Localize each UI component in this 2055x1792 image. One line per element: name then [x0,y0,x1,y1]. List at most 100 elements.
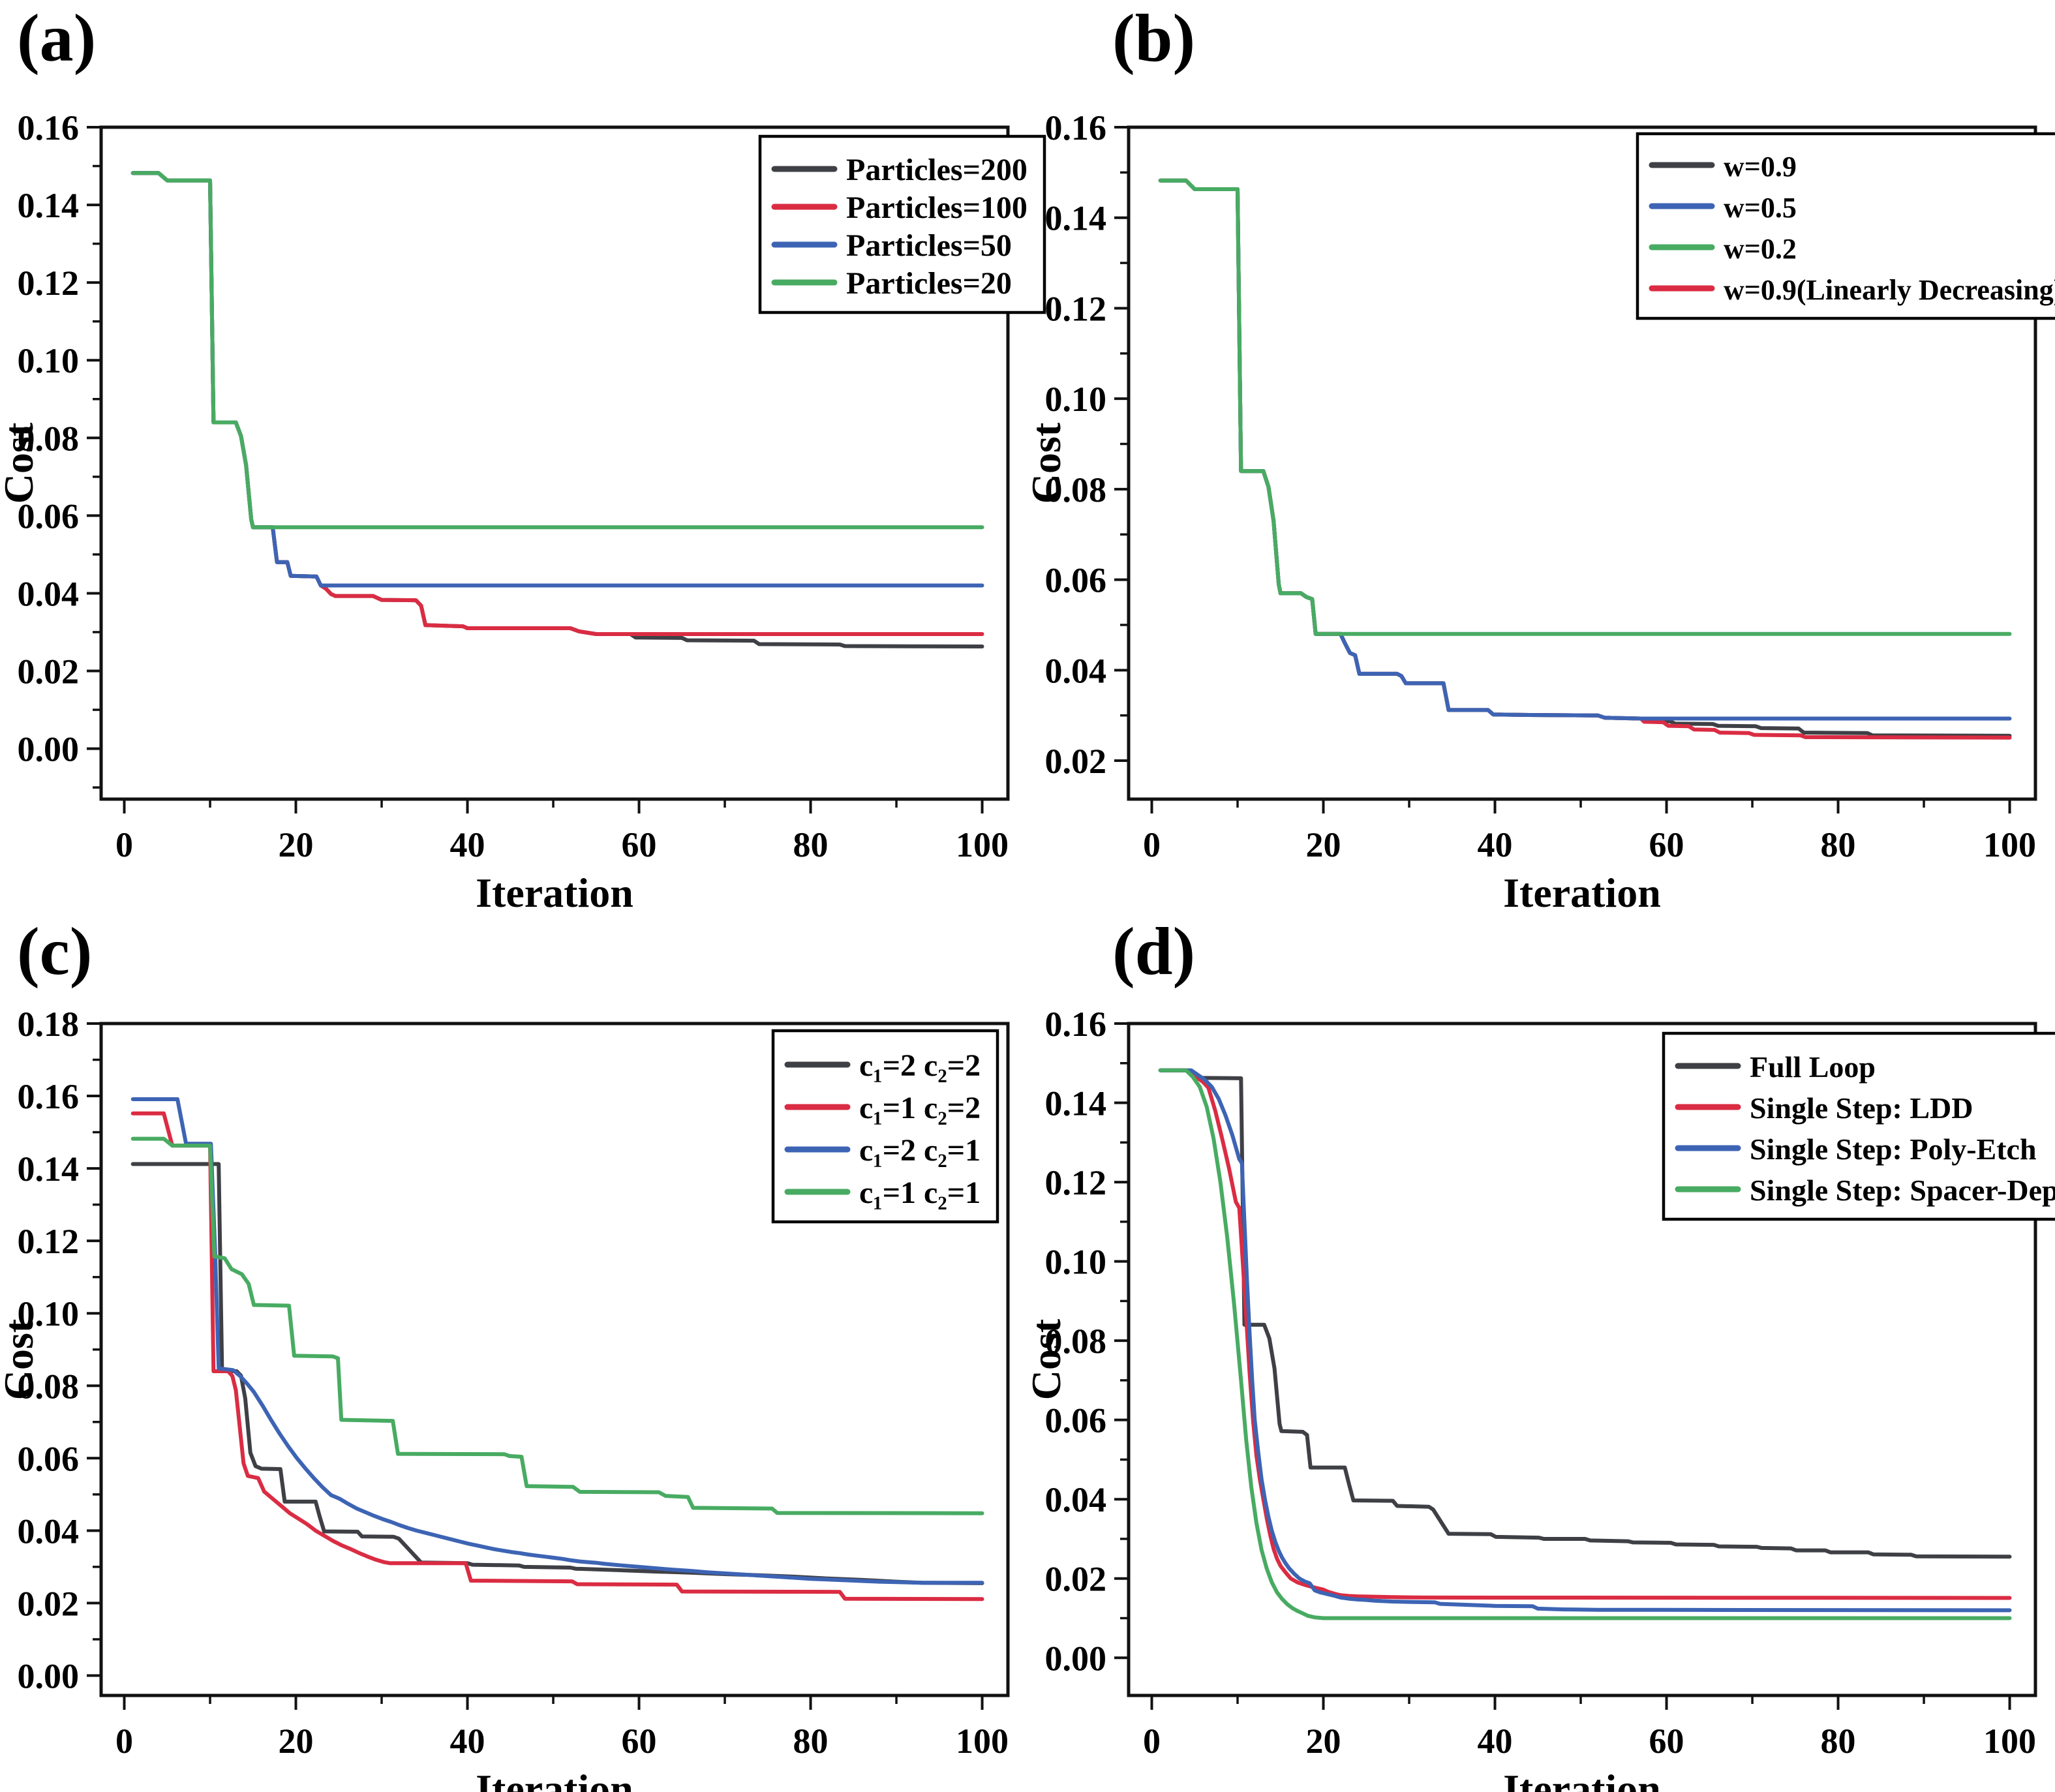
y-tick-label: 0.02 [18,1584,80,1623]
y-tick-label: 0.16 [18,1077,80,1116]
x-tick-label: 20 [279,825,314,864]
legend-label-w-0-9: w=0.9 [1724,151,1797,183]
series-line-single-step-poly-etch [1158,1068,2012,1613]
y-tick-label: 0.14 [1045,1084,1107,1123]
y-axis-title: Cost [0,1318,42,1400]
y-tick-label: 0.12 [18,1222,80,1261]
legend-label-particles-100: Particles=100 [846,190,1028,225]
plot-frame [1127,125,2037,801]
y-tick-label: 0.14 [1045,199,1107,238]
y-tick-label: 0.02 [18,652,80,691]
legend-label-w-0-2: w=0.2 [1724,233,1797,265]
x-tick-label: 0 [1143,825,1161,864]
y-tick-label: 0.18 [18,1005,80,1044]
series-line-full-loop [1158,1068,2012,1559]
panel-d: (d) 0.00 0.02 0.04 0.06 0.08 0.10 0.12 0.14 0.16… [1023,896,2055,1792]
y-tick-label: 0.16 [1045,1005,1107,1044]
x-tick-label: 40 [450,1722,485,1761]
legend-label-single-step-poly-etch: Single Step: Poly-Etch [1750,1132,2037,1166]
series-line-c1-1-c2-2 [130,1111,984,1602]
x-tick-label: 0 [115,825,133,864]
y-tick-label: 0.14 [18,1149,80,1189]
x-tick-label: 60 [1649,825,1684,864]
y-tick-label: 0.16 [1045,108,1107,147]
x-axis-title: Iteration [1503,1766,1661,1792]
panel-label-b: (b) [1112,1,1196,76]
panel-label-c: (c) [17,914,93,989]
y-tick-label: 0.12 [18,264,80,303]
legend-label-w-0-5: w=0.5 [1724,192,1797,224]
x-tick-label: 80 [793,1722,829,1761]
series-line-c1-1-c2-1 [130,1136,984,1515]
legend-label-c-2-c-2: c₁=2 c₂=2 [859,1048,981,1083]
x-tick-label: 60 [1649,1722,1684,1761]
legend-label-particles-50: Particles=50 [846,228,1012,263]
legend-label-particles-200: Particles=200 [846,153,1028,187]
y-tick-label: 0.06 [18,1439,80,1478]
x-axis-title: Iteration [476,1766,633,1792]
y-tick-label: 0.04 [18,1511,80,1551]
y-tick-label: 0.04 [1045,1480,1107,1519]
y-tick-label: 0.10 [1045,1243,1107,1282]
x-tick-label: 0 [1143,1722,1161,1761]
y-tick-label: 0.04 [18,574,80,613]
series-line-w-0-2 [1158,178,2012,636]
y-tick-label: 0.12 [1045,289,1107,328]
y-tick-label: 0.10 [18,341,80,380]
y-tick-label: 0.06 [1045,561,1107,600]
y-tick-label: 0.10 [18,1294,80,1333]
x-axis-title: Iteration [476,870,633,916]
x-tick-label: 20 [279,1722,314,1761]
y-tick-label: 0.00 [18,730,80,769]
plot-frame [99,1022,1010,1697]
x-tick-label: 60 [622,1722,657,1761]
legend-box [758,134,1046,314]
series-line-single-step-spacer-dep [1158,1068,2012,1620]
y-tick-label: 0.02 [1045,742,1107,781]
y-tick-label: 0.06 [1045,1401,1107,1440]
y-tick-label: 0.12 [1045,1163,1107,1202]
chart-a-particles: 0.00 0.02 0.04 0.06 0.08 0.10 0.12 0.14 0.16 0 20 4… [0,108,1046,916]
y-tick-label: 0.02 [1045,1560,1107,1599]
x-tick-label: 80 [1821,1722,1856,1761]
y-axis-title: Cost [1023,1318,1069,1400]
x-tick-label: 40 [1478,825,1513,864]
y-tick-label: 0.06 [18,496,80,536]
y-tick-label: 0.04 [1045,651,1107,690]
y-axis-title: Cost [1023,422,1069,504]
y-tick-label: 0.08 [18,1367,80,1406]
y-tick-label: 0.14 [18,186,80,225]
chart-d-optimization-target: 0.00 0.02 0.04 0.06 0.08 0.10 0.12 0.14 0.16 0 20 4… [1023,1005,2055,1792]
x-tick-label: 100 [956,1722,1009,1761]
x-tick-label: 100 [1983,1722,2036,1761]
y-tick-label: 0.00 [1045,1639,1107,1678]
plot-frame [1127,1022,2037,1697]
x-axis-title: Iteration [1503,870,1661,916]
y-tick-label: 0.08 [1045,1322,1107,1361]
chart-c-acceleration-coefficients: 0.00 0.02 0.04 0.06 0.08 0.10 0.12 0.14 0.16 0.18… [0,1005,1010,1792]
x-tick-label: 60 [622,825,657,864]
legend-label-c-1-c-2: c₁=1 c₂=2 [859,1091,981,1125]
x-tick-label: 80 [793,825,829,864]
panel-label-a: (a) [17,1,97,76]
legend-label-single-step-spacer-dep: Single Step: Spacer-Dep [1750,1174,2055,1207]
x-tick-label: 20 [1306,1722,1341,1761]
chart-b-inertia-weight: 0.02 0.04 0.06 0.08 0.10 0.12 0.14 0.16 0 20 40 60 8… [1023,108,2055,916]
x-tick-label: 80 [1821,825,1856,864]
legend-label-c-1-c-1: c₁=1 c₂=1 [859,1176,981,1210]
x-tick-label: 20 [1306,825,1341,864]
y-tick-label: 0.08 [1045,470,1107,509]
series-line-c1-2-c2-1 [130,1097,984,1585]
y-tick-label: 0.00 [18,1656,80,1695]
legend-label-single-step-ldd: Single Step: LDD [1750,1091,1973,1125]
legend-label-particles-20: Particles=20 [846,266,1012,301]
x-tick-label: 40 [450,825,485,864]
y-tick-label: 0.08 [18,419,80,458]
y-axis-title: Cost [0,422,42,504]
legend-label-full-loop: Full Loop [1750,1050,1876,1084]
legend-label-w-0-9-linearly-decreasing: w=0.9(Linearly Decreasing) [1724,274,2055,306]
x-tick-label: 40 [1478,1722,1513,1761]
series-line-particles-20 [130,171,984,530]
x-tick-label: 0 [115,1722,133,1761]
